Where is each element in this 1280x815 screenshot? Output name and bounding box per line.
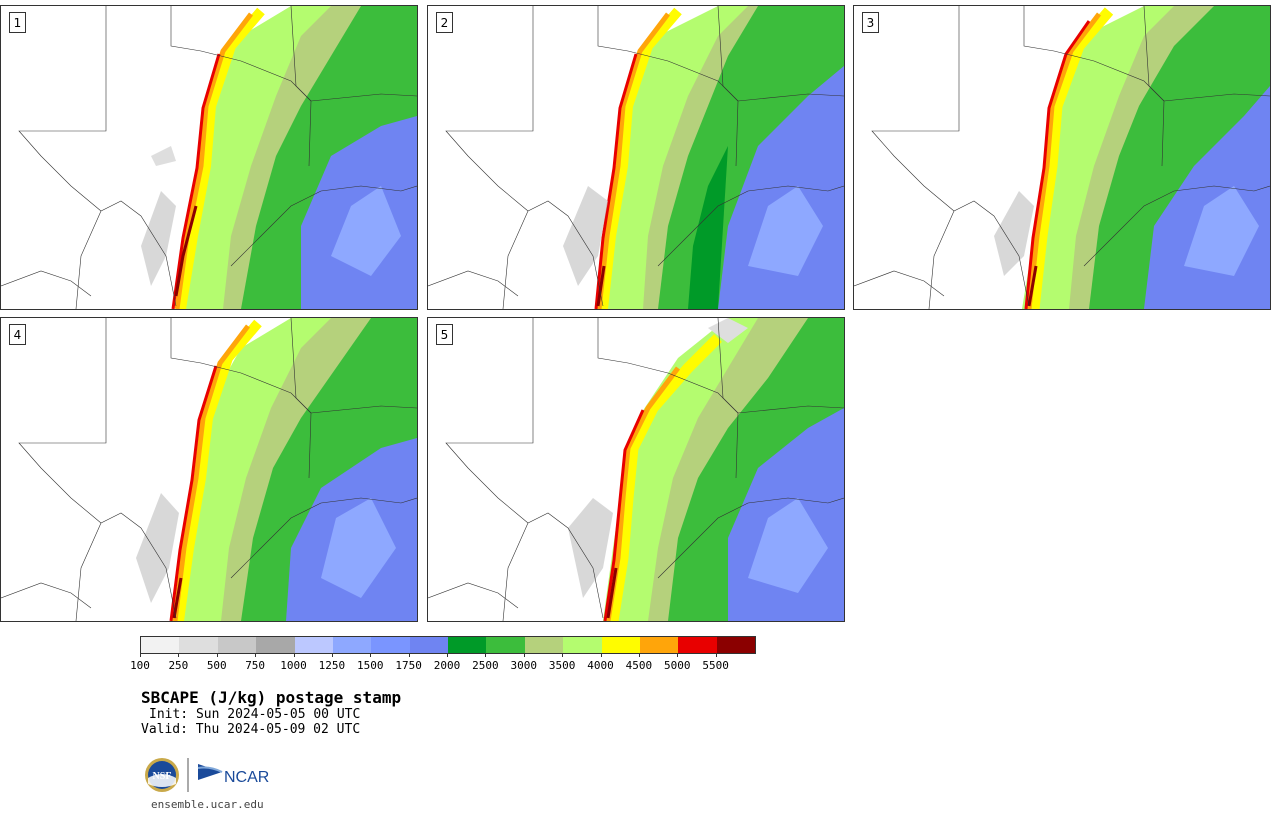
colorbar-swatch [332, 637, 372, 653]
colorbar-tick [408, 653, 410, 657]
colorbar-tick [216, 653, 218, 657]
colorbar-tick [255, 653, 257, 657]
sbcape-map-5 [428, 318, 844, 621]
panel-number-4: 4 [9, 324, 26, 345]
sbcape-map-4 [1, 318, 417, 621]
colorbar-swatch [371, 637, 410, 653]
colorbar-tick-label: 3000 [510, 659, 538, 672]
colorbar-swatch [524, 637, 564, 653]
panel-number-2: 2 [436, 12, 453, 33]
colorbar-ticks: 100 250 500 750 1000 1250 1500 1750 2000 2500 3000… [130, 653, 754, 673]
colorbar-tick [715, 653, 717, 657]
ncar-logo-text: NCAR [224, 769, 269, 786]
colorbar-tick-label: 250 [168, 659, 189, 672]
colorbar-tick [523, 653, 525, 657]
ncar-logo: NCAR [197, 764, 269, 786]
colorbar-tick-label: 100 [130, 659, 150, 672]
colorbar-swatch [256, 637, 295, 653]
init-time: Init: Sun 2024-05-05 00 UTC [149, 707, 361, 722]
colorbar-tick-label: 5500 [702, 659, 729, 672]
colorbar-tick [485, 653, 487, 657]
colorbar-tick-label: 750 [245, 659, 266, 672]
colorbar-tick-label: 2500 [472, 659, 499, 672]
colorbar-swatch [601, 637, 640, 653]
colorbar-tick-label: 1000 [280, 659, 307, 672]
colorbar-tick [447, 653, 448, 657]
colorbar-tick-label: 1500 [357, 659, 384, 672]
colorbar-tick [677, 653, 679, 657]
panel-number-3: 3 [862, 12, 879, 33]
colorbar-swatch [639, 637, 679, 653]
panel-number-5: 5 [436, 324, 453, 345]
colorbar-tick [370, 653, 372, 657]
map-panel-4: 4 [0, 317, 418, 622]
colorbar-tick [140, 653, 141, 657]
colorbar-swatch [409, 637, 448, 653]
colorbar-swatch [486, 637, 525, 653]
colorbar-swatch [141, 637, 180, 653]
product-title: SBCAPE (J/kg) postage stamp [141, 688, 402, 707]
colorbar-tick-label: 4000 [587, 659, 614, 672]
colorbar-swatch [217, 637, 257, 653]
colorbar-tick [293, 653, 295, 657]
colorbar-tick-label: 1250 [318, 659, 346, 672]
logos: NSF NCAR [144, 756, 274, 796]
map-panel-1: 1 [0, 5, 418, 310]
colorbar-tick-label: 1750 [395, 659, 422, 672]
colorbar-tick [562, 653, 564, 657]
colorbar-tick [600, 653, 602, 657]
sbcape-map-2 [428, 6, 844, 309]
colorbar-swatch [294, 637, 333, 653]
colorbar-tick-label: 2000 [433, 659, 461, 672]
sbcape-map-3 [854, 6, 1270, 309]
map-panel-3: 3 [853, 5, 1271, 310]
site-url: ensemble.ucar.edu [151, 798, 264, 811]
colorbar-swatch [678, 637, 717, 653]
colorbar-swatch [448, 637, 487, 653]
colorbar [140, 636, 756, 654]
colorbar-swatch [179, 637, 218, 653]
nsf-logo-text: NSF [153, 771, 172, 782]
colorbar-tick-label: 3500 [548, 659, 576, 672]
colorbar-tick [331, 653, 333, 657]
map-panel-2: 2 [427, 5, 845, 310]
colorbar-swatch [563, 637, 602, 653]
panel-number-1: 1 [9, 12, 26, 33]
colorbar-tick-label: 500 [206, 659, 227, 672]
colorbar-swatch [716, 637, 755, 653]
nsf-logo: NSF [145, 758, 179, 792]
sbcape-map-1 [1, 6, 417, 309]
map-panel-5: 5 [427, 317, 845, 622]
valid-time: Valid: Thu 2024-05-09 02 UTC [141, 722, 361, 737]
colorbar-tick-label: 5000 [664, 659, 691, 672]
colorbar-tick-label: 4500 [625, 659, 653, 672]
colorbar-tick [178, 653, 180, 657]
colorbar-tick [638, 653, 640, 657]
